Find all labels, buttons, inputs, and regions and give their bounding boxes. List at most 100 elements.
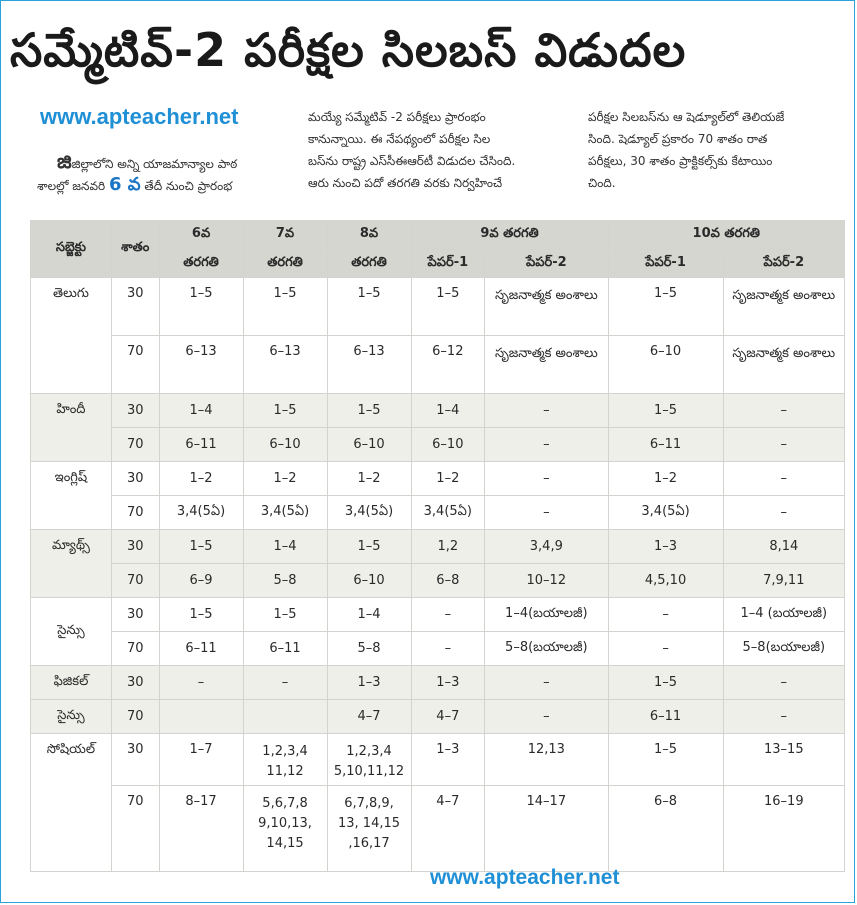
article-column-3: పరీక్షల సిలబస్‌ను ఆ షెడ్యూల్‌లో తెలియజే … <box>588 106 846 194</box>
percent-cell: 30 <box>110 461 160 496</box>
class8-cell: 6–10 <box>326 427 412 462</box>
class9-paper2-cell: – <box>484 699 609 734</box>
class10-paper1-cell: 6–11 <box>607 427 724 462</box>
class8-cell: 1–5 <box>326 277 412 336</box>
article-line: బస్‌ను రాష్ట్ర ఎస్‌సీఈఆర్‌టీ విడుదల చేసి… <box>308 154 516 168</box>
percent-cell: 30 <box>110 597 160 632</box>
class10-paper2-cell: 7,9,11 <box>722 563 846 598</box>
cell-line: 11,12 <box>266 764 304 779</box>
cell-line: 5,10,11,12 <box>333 764 405 779</box>
class6-cell: 1–4 <box>158 393 244 428</box>
article-line: ఆరు నుంచి పదో తరగతి వరకు నిర్వహించే <box>308 176 503 190</box>
subject-cell: సోషియల్‌ <box>30 733 112 872</box>
class7-cell: 3,4(5ఏ) <box>242 495 328 530</box>
class9-paper1-cell: 6–12 <box>410 335 486 394</box>
cell-line: 14,15 <box>266 836 304 851</box>
header-class10-paper2: పేపర్‌-2 <box>722 249 846 278</box>
class7-cell: 1–2 <box>242 461 328 496</box>
class10-paper1-cell: 6–8 <box>607 785 724 872</box>
subject-cell: హిందీ <box>30 393 112 462</box>
class8-cell: 6,7,8,9, 13, 14,15 ,16,17 <box>326 785 412 872</box>
class9-paper2-cell: 12,13 <box>484 733 609 786</box>
class8-cell: 1,2,3,4 5,10,11,12 <box>326 733 412 786</box>
article-line: పరీక్షల సిలబస్‌ను ఆ షెడ్యూల్‌లో తెలియజే <box>588 110 785 124</box>
article-line: చింది. <box>588 176 616 190</box>
class8-cell: 1–5 <box>326 529 412 564</box>
percent-cell: 70 <box>110 495 160 530</box>
class10-paper2-cell: 8,14 <box>722 529 846 564</box>
class9-paper1-cell: – <box>410 631 486 666</box>
article-line: జిల్లాలోని అన్ని యాజమాన్యాల పాఠ <box>71 157 238 171</box>
class9-paper1-cell: 4–7 <box>410 785 486 872</box>
percent-cell: 30 <box>110 277 160 336</box>
cell-line: ,16,17 <box>348 836 390 851</box>
class9-paper2-cell: – <box>484 495 609 530</box>
class9-paper1-cell: 1–2 <box>410 461 486 496</box>
subject-cell: సైన్సు <box>30 699 112 734</box>
article-line: సింది. షెడ్యూల్‌ ప్రకారం 70 శాతం రాత <box>588 132 768 146</box>
class6-cell: 8–17 <box>158 785 244 872</box>
class9-paper1-cell: 3,4(5ఏ) <box>410 495 486 530</box>
table-row: సైన్సు 70 4–7 4–7 – 6–11 – <box>30 699 846 734</box>
percent-cell: 30 <box>110 393 160 428</box>
class8-cell: 1–4 <box>326 597 412 632</box>
subject-cell: ఫిజికల్‌ <box>30 665 112 700</box>
class7-cell <box>242 699 328 734</box>
class9-paper2-cell: – <box>484 461 609 496</box>
class9-paper2-cell: – <box>484 393 609 428</box>
class7-cell: 6–11 <box>242 631 328 666</box>
class9-paper2-cell: – <box>484 427 609 462</box>
syllabus-table: సబ్జెక్టు శాతం 6వ 7వ 8వ 9వ తరగతి 10వ తరగ… <box>30 220 846 872</box>
class6-cell: 6–11 <box>158 631 244 666</box>
class10-paper2-cell: – <box>722 461 846 496</box>
class7-cell: 6–13 <box>242 335 328 394</box>
table-header-row: సబ్జెక్టు శాతం 6వ 7వ 8వ 9వ తరగతి 10వ తరగ… <box>30 220 846 278</box>
article-column-1: జిజిల్లాలోని అన్ని యాజమాన్యాల పాఠ <box>57 150 297 175</box>
class8-cell: 6–13 <box>326 335 412 394</box>
header-percent: శాతం <box>110 220 160 278</box>
class10-paper2-cell: 16–19 <box>722 785 846 872</box>
header-class6: 6వ <box>158 220 244 250</box>
class7-cell: 6–10 <box>242 427 328 462</box>
class10-paper1-cell: 3,4(5ఏ) <box>607 495 724 530</box>
class7-cell: 1,2,3,4 11,12 <box>242 733 328 786</box>
subject-cell: సైన్సు <box>30 597 112 666</box>
cell-line: 1,2,3,4 <box>346 744 392 759</box>
header-class8: 8వ <box>326 220 412 250</box>
class9-paper1-cell: 6–8 <box>410 563 486 598</box>
headline: సమ్మేటివ్‌-2 పరీక్షల సిలబస్‌ విడుదల <box>10 23 687 77</box>
class8-cell: 1–3 <box>326 665 412 700</box>
article-line: తేదీ నుంచి ప్రారంభ <box>144 179 233 193</box>
class10-paper1-cell: 1–5 <box>607 733 724 786</box>
article-column-1b: శాలల్లో జనవరి 6 వ తేదీ నుంచి ప్రారంభ <box>37 174 297 197</box>
class9-paper1-cell: 6–10 <box>410 427 486 462</box>
percent-cell: 70 <box>110 699 160 734</box>
class8-cell: 5–8 <box>326 631 412 666</box>
table-row: హిందీ 30 1–4 1–5 1–5 1–4 – 1–5 – <box>30 393 846 462</box>
table-row: 70 6–11 6–10 6–10 6–10 – 6–11 – <box>31 427 846 462</box>
subject-cell: తెలుగు <box>30 277 112 394</box>
table-row: 70 6–13 6–13 6–13 6–12 సృజనాత్మక అంశాలు … <box>31 335 846 394</box>
cell-line: 13, 14,15 <box>338 816 401 831</box>
class7-cell: 1–5 <box>242 393 328 428</box>
class8-cell: 1–5 <box>326 393 412 428</box>
article-text: జిజిల్లాలోని అన్ని యాజమాన్యాల పాఠ <box>57 150 297 175</box>
header-class7: 7వ <box>242 220 328 250</box>
table-row: ఇంగ్లిష్‌ 30 1–2 1–2 1–2 1–2 – 1–2 – <box>30 461 846 530</box>
header-class9-paper1: పేపర్‌-1 <box>410 249 486 278</box>
class10-paper1-cell: – <box>607 597 724 632</box>
table-row: తెలుగు 30 1–5 1–5 1–5 1–5 సృజనాత్మక అంశా… <box>30 277 846 394</box>
cell-line: 5,6,7,8 <box>262 796 308 811</box>
table-row: 70 3,4(5ఏ) 3,4(5ఏ) 3,4(5ఏ) 3,4(5ఏ) – 3,4… <box>31 495 846 530</box>
class6-cell: 1–5 <box>158 597 244 632</box>
class10-paper2-cell: – <box>722 495 846 530</box>
table-row: సోషియల్‌ 30 1–7 1,2,3,4 11,12 1,2,3,4 5,10… <box>30 733 846 872</box>
header-class10-paper1: పేపర్‌-1 <box>607 249 724 278</box>
article-text: శాలల్లో జనవరి 6 వ తేదీ నుంచి ప్రారంభ <box>37 174 297 197</box>
class7-cell: 5–8 <box>242 563 328 598</box>
percent-cell: 30 <box>110 529 160 564</box>
class9-paper2-cell: సృజనాత్మక అంశాలు <box>484 277 609 336</box>
class7-cell: 1–5 <box>242 597 328 632</box>
class10-paper1-cell: 1–3 <box>607 529 724 564</box>
class9-paper1-cell: 1–3 <box>410 665 486 700</box>
